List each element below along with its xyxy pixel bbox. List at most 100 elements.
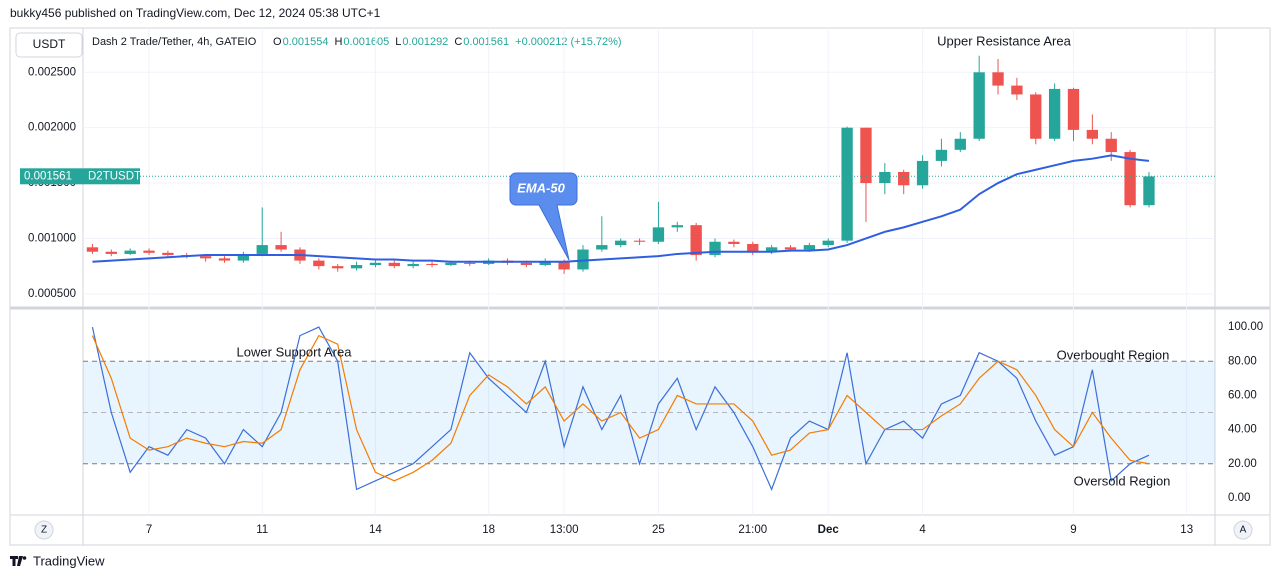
candle-body: [426, 263, 438, 266]
candle-body: [954, 138, 966, 150]
candle-body: [577, 249, 589, 270]
annotation: Oversold Region: [1074, 473, 1171, 488]
plot: 0.0005000.0010000.0015000.0020000.002500…: [20, 28, 1263, 536]
y-tick-label: 0.002000: [28, 122, 76, 134]
candle-body: [803, 245, 816, 250]
candle-body: [1030, 94, 1042, 139]
candle-body: [747, 243, 759, 252]
candle-body: [199, 256, 212, 259]
symbol-tag: [84, 168, 140, 185]
oscillator-line: [91, 334, 1150, 482]
candle-body: [1086, 129, 1099, 139]
last-price-label: 0.001561: [24, 170, 72, 182]
candle-body: [1067, 88, 1080, 130]
oscillator-line: [91, 326, 1150, 491]
candle-body: [879, 171, 891, 184]
scale-button[interactable]: [34, 520, 54, 540]
candle-body: [765, 247, 778, 252]
candle-body: [275, 245, 287, 250]
ohlc-legend: O 0.001554 H 0.001605 L 0.001292 C 0.001561 +0.0…: [273, 36, 622, 48]
candle-body: [369, 262, 382, 266]
candle-body: [124, 250, 136, 254]
candle-body: [558, 261, 570, 270]
candle-body: [162, 252, 174, 256]
brand: TradingView: [33, 553, 105, 568]
candle-body: [237, 253, 250, 261]
y-tick-label: 0.000500: [28, 288, 76, 300]
candle-body: [671, 225, 683, 228]
brand-logo: [10, 556, 27, 566]
candle-body: [350, 265, 363, 269]
y-tick-label: 0.00: [1228, 492, 1250, 504]
candle-body: [1105, 138, 1117, 153]
candle-body: [841, 127, 853, 241]
ohlc-label: H: [334, 36, 342, 48]
candle-body: [86, 247, 99, 252]
candle-body: [143, 250, 155, 253]
ohlc-value: 0.001554: [283, 36, 329, 48]
scale-button-label[interactable]: A: [1240, 525, 1247, 536]
candle-body: [615, 240, 627, 246]
y-tick-label: 20.00: [1228, 458, 1257, 470]
candle-body: [973, 72, 985, 139]
currency-button[interactable]: [15, 32, 83, 58]
candle-body: [539, 261, 551, 266]
change: +0.000212 (+15.72%): [515, 36, 621, 48]
y-tick-label: 0.001000: [28, 232, 76, 244]
candle-body: [690, 225, 702, 256]
ema-line: [92, 154, 1150, 263]
ohlc-value: 0.001292: [402, 36, 448, 48]
candle-body: [388, 262, 400, 267]
candle-body: [935, 149, 948, 161]
ohlc-value: 0.001561: [463, 36, 509, 48]
publisher: bukky456 published on TradingView.com, D…: [10, 6, 381, 20]
y-tick-label: 40.00: [1228, 424, 1257, 436]
frame: [9, 27, 1271, 546]
scale-button-label[interactable]: Z: [41, 525, 47, 536]
candle-body: [313, 260, 325, 267]
candle-body: [464, 262, 476, 264]
currency[interactable]: USDT: [33, 37, 66, 51]
candle-body: [633, 240, 646, 242]
y-tick-label: 60.00: [1228, 389, 1257, 401]
candle-body: [596, 245, 608, 250]
candle-body: [916, 160, 929, 186]
candle-body: [445, 262, 457, 266]
candle-body: [105, 251, 117, 254]
x-tick-label: 18: [482, 524, 495, 536]
candle-body: [652, 227, 665, 242]
candle-body: [992, 72, 1004, 86]
candle-body: [1011, 85, 1023, 95]
last-price-tag: [20, 168, 84, 185]
x-tick-label: 13: [1180, 524, 1193, 536]
candle-body: [1124, 152, 1136, 206]
ohlc-label: O: [273, 36, 282, 48]
symbol-label: D2TUSDT: [88, 170, 141, 182]
x-tick-label: 13:00: [550, 524, 579, 536]
ohlc-label: C: [454, 36, 462, 48]
x-tick-label: 14: [369, 524, 382, 536]
callout: [509, 172, 578, 261]
candle-body: [407, 263, 419, 267]
x-tick-label: 21:00: [738, 524, 767, 536]
candle-body: [860, 127, 872, 184]
annotation: Overbought Region: [1057, 347, 1170, 362]
callout-label: EMA-50: [517, 180, 565, 195]
candle-body: [520, 262, 533, 266]
x-tick-label: 9: [1070, 524, 1076, 536]
candle-body: [332, 266, 344, 269]
x-tick-label: 25: [652, 524, 665, 536]
x-tick-label: 7: [146, 524, 152, 536]
scale-button[interactable]: [1233, 520, 1253, 540]
x-tick-label: 11: [256, 524, 268, 536]
ohlc-value: 0.001605: [343, 36, 389, 48]
candle-body: [784, 247, 797, 250]
x-tick-label: Dec: [818, 524, 840, 536]
candle-body: [1143, 176, 1155, 206]
candle-body: [898, 171, 910, 186]
candle-body: [728, 241, 740, 244]
annotation: Upper Resistance Area: [937, 33, 1071, 48]
y-tick-label: 80.00: [1228, 355, 1257, 367]
